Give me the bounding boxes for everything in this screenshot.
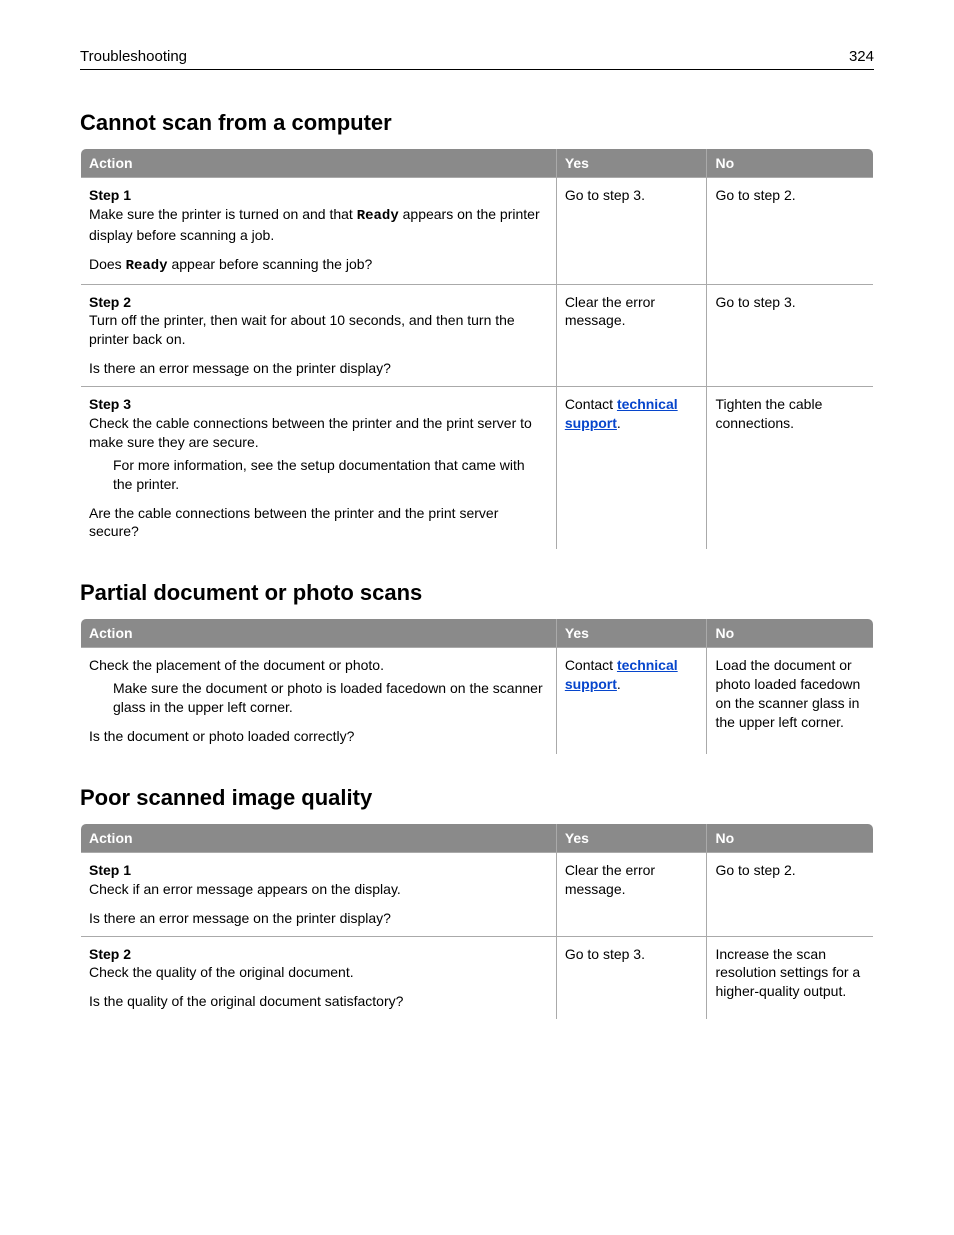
col-yes: Yes (556, 823, 707, 852)
yes-cell: Go to step 3. (556, 936, 707, 1020)
section-title: Cannot scan from a computer (80, 110, 874, 136)
section-title: Poor scanned image quality (80, 785, 874, 811)
table-row: Step 1 Make sure the printer is turned o… (81, 178, 874, 285)
header-page: 324 (849, 48, 874, 65)
col-action: Action (81, 619, 557, 648)
action-cell: Step 1 Check if an error message appears… (81, 852, 557, 936)
yes-cell: Clear the error message. (556, 284, 707, 387)
col-yes: Yes (556, 149, 707, 178)
table-row: Step 2 Check the quality of the original… (81, 936, 874, 1020)
table-header-row: Action Yes No (81, 149, 874, 178)
no-cell: Go to step 2. (707, 852, 874, 936)
table-cannot-scan: Action Yes No Step 1 Make sure the print… (80, 148, 874, 550)
question-text: Are the cable connections between the pr… (89, 505, 498, 540)
body-text: Turn off the printer, then wait for abou… (89, 312, 515, 347)
step-label: Step 1 (89, 862, 131, 878)
yes-cell: Go to step 3. (556, 178, 707, 285)
question-text: Is there an error message on the printer… (89, 910, 391, 926)
body-text: Check the quality of the original docume… (89, 964, 354, 980)
col-action: Action (81, 823, 557, 852)
yes-cell: Contact technical support. (556, 648, 707, 755)
action-cell: Step 1 Make sure the printer is turned o… (81, 178, 557, 285)
no-cell: Go to step 2. (707, 178, 874, 285)
step-label: Step 2 (89, 294, 131, 310)
question-text: Is there an error message on the printer… (89, 360, 391, 376)
table-header-row: Action Yes No (81, 619, 874, 648)
no-cell: Tighten the cable connections. (707, 387, 874, 550)
page-header: Troubleshooting 324 (80, 48, 874, 70)
col-action: Action (81, 149, 557, 178)
header-section: Troubleshooting (80, 48, 187, 65)
no-cell: Increase the scan resolution settings fo… (707, 936, 874, 1020)
action-cell: Step 2 Turn off the printer, then wait f… (81, 284, 557, 387)
body-text: Check if an error message appears on the… (89, 881, 401, 897)
yes-cell: Clear the error message. (556, 852, 707, 936)
table-header-row: Action Yes No (81, 823, 874, 852)
col-yes: Yes (556, 619, 707, 648)
question-text: Does Ready appear before scanning the jo… (89, 256, 372, 272)
body-text: Check the placement of the document or p… (89, 657, 384, 673)
action-cell: Step 3 Check the cable connections betwe… (81, 387, 557, 550)
indent-text: Make sure the document or photo is loade… (113, 679, 548, 717)
question-text: Is the document or photo loaded correctl… (89, 728, 354, 744)
col-no: No (707, 149, 874, 178)
step-label: Step 1 (89, 187, 131, 203)
table-row: Check the placement of the document or p… (81, 648, 874, 755)
col-no: No (707, 823, 874, 852)
action-cell: Step 2 Check the quality of the original… (81, 936, 557, 1020)
table-poor-quality: Action Yes No Step 1 Check if an error m… (80, 823, 874, 1020)
yes-cell: Contact technical support. (556, 387, 707, 550)
section-title: Partial document or photo scans (80, 580, 874, 606)
step-label: Step 2 (89, 946, 131, 962)
no-cell: Load the document or photo loaded facedo… (707, 648, 874, 755)
table-partial-scans: Action Yes No Check the placement of the… (80, 618, 874, 755)
no-cell: Go to step 3. (707, 284, 874, 387)
body-text: Make sure the printer is turned on and t… (89, 206, 540, 243)
step-label: Step 3 (89, 396, 131, 412)
indent-text: For more information, see the setup docu… (113, 456, 548, 494)
table-row: Step 2 Turn off the printer, then wait f… (81, 284, 874, 387)
action-cell: Check the placement of the document or p… (81, 648, 557, 755)
question-text: Is the quality of the original document … (89, 993, 403, 1009)
table-row: Step 3 Check the cable connections betwe… (81, 387, 874, 550)
body-text: Check the cable connections between the … (89, 415, 532, 450)
col-no: No (707, 619, 874, 648)
table-row: Step 1 Check if an error message appears… (81, 852, 874, 936)
